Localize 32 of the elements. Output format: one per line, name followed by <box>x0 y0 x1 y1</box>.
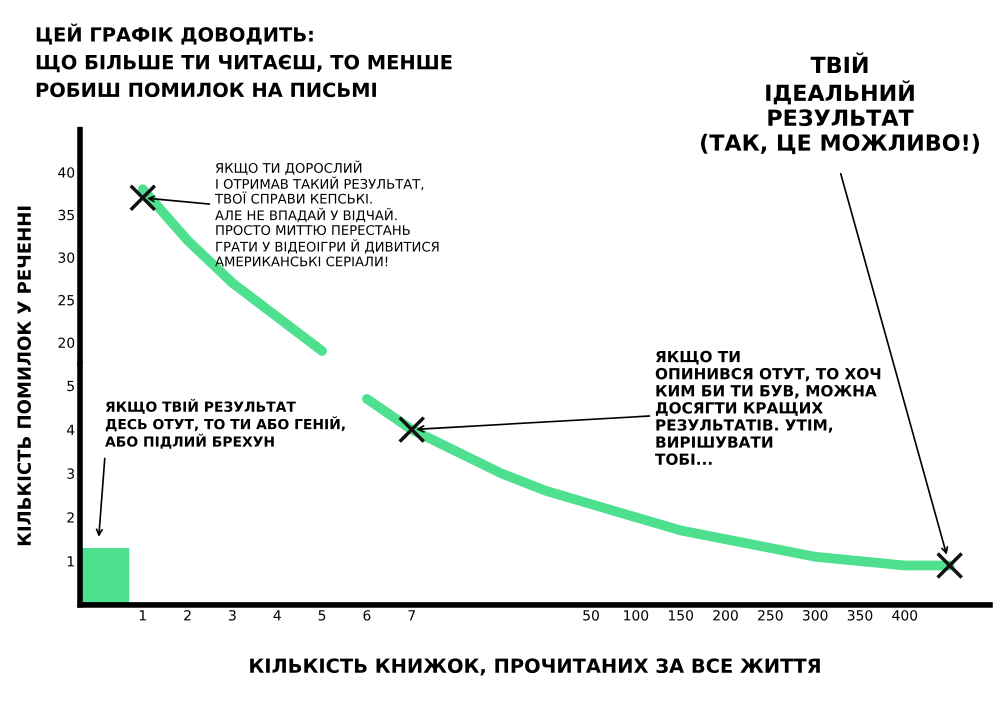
x-tick-label: 5 <box>318 610 326 621</box>
x-tick-label: 1 <box>140 610 146 620</box>
y-axis-title: КІЛЬКІСТЬ ПОМИЛОК У РЕЧЕННІ <box>17 206 31 546</box>
y-tick-label: 4 <box>66 424 74 435</box>
x-tick-label: 250 <box>758 610 783 621</box>
x-tick-label: 150 <box>668 610 694 621</box>
y-tick-label: 25 <box>58 294 74 306</box>
x-tick-label: 3 <box>229 610 236 621</box>
x-axis-title: КІЛЬКІСТЬ КНИЖОК, ПРОЧИТАНИХ ЗА ВСЕ ЖИТТЯ <box>250 658 820 676</box>
x-tick-label: 50 <box>583 610 599 621</box>
annotation: ТВІЙ ІДЕАЛЬНИЙ РЕЗУЛЬТАТ (ТАК, ЦЕ МОЖЛИВО!) <box>701 52 979 154</box>
x-tick-label: 200 <box>713 610 738 621</box>
x-tick-label: 4 <box>274 610 281 620</box>
y-tick-label: 5 <box>67 380 74 392</box>
y-tick-label: 2 <box>67 512 74 523</box>
annotation: ЯКЩО ТИ ОПИНИВСЯ ОТУТ, ТО ХОЧ КИМ БИ ТИ БУВ, МОЖНА ДОСЯГТИ КРАЩИХ РЕЗУЛЬТАТІВ. УТІМ, ВИРІШУВАТИ ТОБІ... <box>655 350 880 465</box>
y-tick-label: 3 <box>67 468 74 479</box>
y-tick-label: 40 <box>58 167 74 178</box>
x-tick-label: 7 <box>408 610 415 620</box>
y-tick-label: 30 <box>58 252 74 263</box>
x-tick-label: 6 <box>363 610 370 621</box>
y-tick-label: 35 <box>58 210 74 220</box>
annotation: ЯКЩО ТИ ДОРОСЛИЙ І ОТРИМАВ ТАКИЙ РЕЗУЛЬТАТ, ТВОЇ СПРАВИ КЕПСЬКІ. АЛЕ НЕ ВПАДАЙ У ВІДЧАЙ. ПРОСТО МИТТЮ ПЕРЕСТАНЬ ГРАТИ У ВІДЕОІГРИ Й ДИВИТИСЯ АМЕРИКАНСЬКІ СЕРІАЛИ! <box>214 160 438 266</box>
x-tick-label: 350 <box>848 610 872 621</box>
x-tick-label: 2 <box>184 610 191 620</box>
chart-title: ЦЕЙ ГРАФІК ДОВОДИТЬ: ЩО БІЛЬШЕ ТИ ЧИТАЄШ, ТО МЕНШЕ РОБИШ ПОМИЛОК НА ПИСЬМІ <box>36 24 452 98</box>
y-tick-label: 1 <box>68 556 74 566</box>
x-tick-label: 300 <box>802 610 828 621</box>
annotation: ЯКЩО ТВІЙ РЕЗУЛЬТАТ ДЕСЬ ОТУТ, ТО ТИ АБО ГЕНІЙ, АБО ПІДЛИЙ БРЕХУН <box>105 398 345 449</box>
x-tick-label: 400 <box>892 610 918 621</box>
y-tick-label: 20 <box>58 338 74 348</box>
x-tick-label: 100 <box>624 610 648 621</box>
